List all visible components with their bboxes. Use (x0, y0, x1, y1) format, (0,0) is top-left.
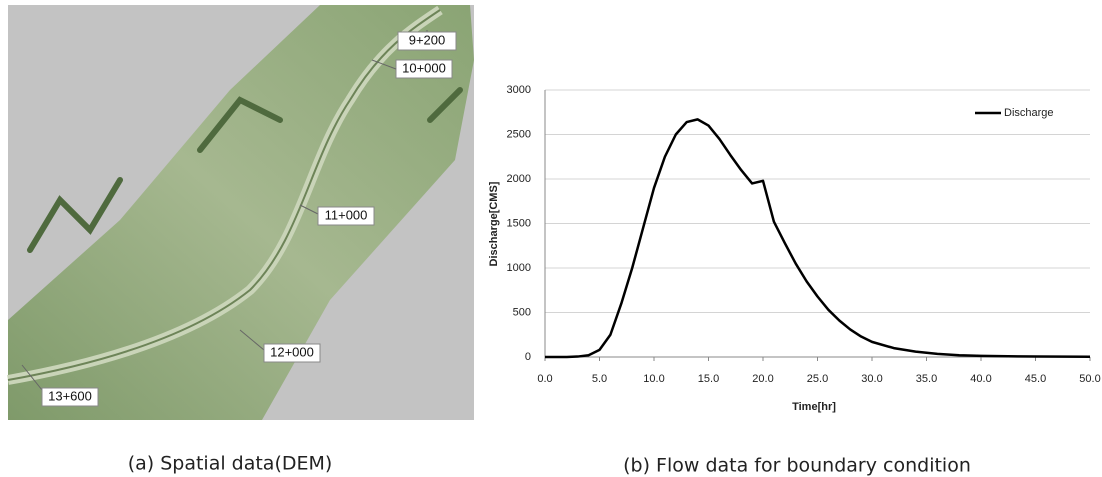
x-tick-label: 30.0 (861, 373, 882, 385)
y-tick-label: 1500 (507, 217, 531, 229)
station-label: 12+000 (270, 344, 314, 359)
station-label: 9+200 (409, 32, 446, 47)
station-label: 13+600 (48, 388, 92, 403)
river-edge (7, 9, 441, 381)
leader (299, 204, 319, 215)
x-tick-label: 25.0 (807, 373, 828, 385)
label-box (41, 387, 99, 407)
caption: (a) Spatial data(DEM) (128, 453, 333, 475)
station-label: 11+000 (325, 207, 368, 222)
x-tick-label: 5.0 (592, 373, 607, 385)
series-line (545, 118, 1091, 359)
y-tick-label: 0 (525, 351, 531, 363)
ridges (27, 87, 463, 253)
y-tick-label: 3000 (507, 84, 531, 96)
x-tick-label: 45.0 (1025, 373, 1046, 385)
legend-label: Discharge (1004, 107, 1054, 119)
x-tick-label: 15.0 (698, 373, 719, 385)
station-label: 10+000 (402, 60, 446, 75)
y-tick-label: 500 (513, 306, 531, 318)
caption: (b) Flow data for boundary condition (623, 455, 971, 477)
y-tick-label: 1000 (507, 262, 531, 274)
x-tick-label: 40.0 (970, 373, 991, 385)
y-axis-title: Discharge[CMS] (488, 181, 500, 266)
x-tick-label: 20.0 (752, 373, 773, 385)
terrain (8, 5, 474, 420)
x-tick-label: 0.0 (537, 373, 552, 385)
x-tick-label: 10.0 (643, 373, 664, 385)
label-box (317, 206, 375, 226)
x-tick-label: 50.0 (1079, 373, 1100, 385)
x-tick-label: 35.0 (916, 373, 937, 385)
leader (21, 364, 43, 391)
label-box (263, 343, 321, 363)
dem-map: 9+200 10+000 11+000 12+000 13+600 (7, 5, 474, 420)
leader (239, 329, 265, 351)
x-axis-title: Time[hr] (792, 401, 836, 413)
leader (371, 59, 397, 70)
label-box (397, 31, 457, 51)
y-tick-label: 2500 (507, 128, 531, 140)
y-tick-label: 2000 (507, 173, 531, 185)
